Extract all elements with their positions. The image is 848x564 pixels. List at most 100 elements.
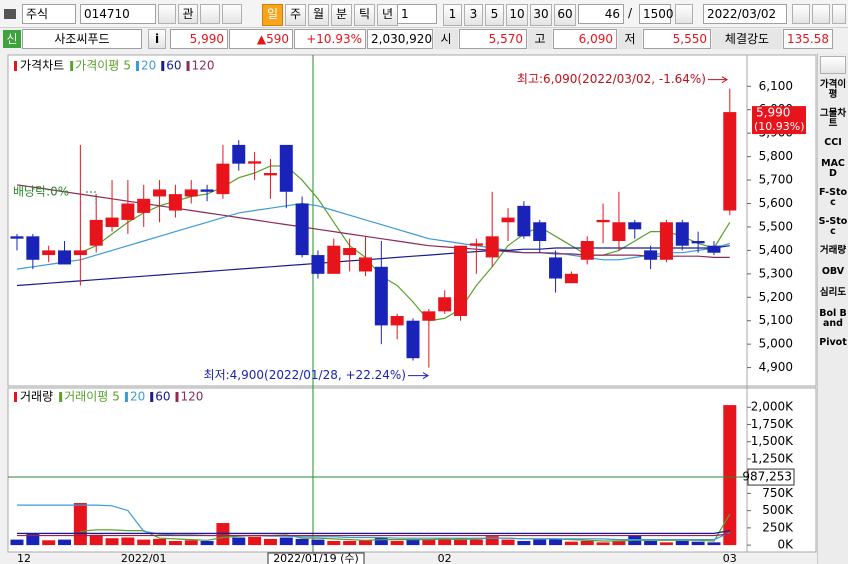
y-tick-label: 1,500K bbox=[751, 434, 794, 448]
moving-average-line bbox=[17, 530, 730, 534]
y-tick-label: 1,750K bbox=[751, 417, 794, 431]
candle-body bbox=[580, 241, 594, 260]
period-button[interactable]: 일 bbox=[262, 4, 283, 26]
candle-body bbox=[612, 222, 626, 242]
volume-bar bbox=[564, 541, 578, 546]
volume-bar bbox=[517, 540, 531, 546]
market-select[interactable]: 주식 bbox=[22, 4, 76, 24]
indicator-button[interactable]: 거래량 bbox=[819, 245, 847, 256]
candle-body bbox=[406, 320, 420, 359]
y-tick-label: 5,200 bbox=[759, 290, 793, 304]
watch-button[interactable]: 관 bbox=[178, 4, 198, 24]
candle-body bbox=[184, 189, 198, 197]
y-tick-label: 5,600 bbox=[759, 196, 793, 210]
legend-title: 가격차트 bbox=[20, 59, 64, 73]
legend-marker bbox=[161, 61, 165, 71]
indicator-button[interactable]: 그물차트 bbox=[819, 108, 847, 129]
indicator-button[interactable]: CCI bbox=[824, 137, 842, 148]
indicator-button[interactable]: F-Stoc bbox=[818, 187, 848, 208]
legend-item: 60 bbox=[166, 59, 181, 73]
volume: 2,030,920 bbox=[367, 29, 433, 49]
icon-button[interactable] bbox=[200, 4, 220, 24]
candle-body bbox=[153, 189, 167, 197]
crosshair-value-box bbox=[747, 468, 795, 486]
indicator-button[interactable]: 가격이평 bbox=[819, 79, 847, 100]
dividend-pointer bbox=[86, 191, 97, 205]
period-button[interactable]: 분 bbox=[331, 4, 352, 26]
candle-body bbox=[723, 112, 737, 211]
dividend-annotation: 배당락:0% bbox=[13, 185, 69, 199]
search-button[interactable] bbox=[158, 4, 176, 24]
menu-icon[interactable] bbox=[4, 9, 16, 19]
candle-body bbox=[26, 236, 40, 260]
volume-bar bbox=[137, 539, 151, 546]
indicator-button[interactable]: S-Stoc bbox=[818, 216, 848, 237]
volume-bar bbox=[612, 540, 626, 546]
volume-bar bbox=[73, 503, 87, 546]
low-label: 저 bbox=[618, 29, 642, 49]
volume-bar bbox=[168, 540, 182, 546]
tool-icon[interactable] bbox=[832, 4, 846, 24]
quick-unit-button[interactable]: 5 bbox=[485, 4, 504, 26]
quick-unit-button[interactable]: 60 bbox=[554, 4, 576, 26]
candle-body bbox=[358, 257, 372, 272]
tool-icon[interactable] bbox=[792, 4, 810, 24]
code-input[interactable]: 014710 bbox=[80, 4, 156, 24]
volume-bar bbox=[26, 533, 40, 546]
volume-bar bbox=[58, 539, 72, 546]
legend-ma-title: 거래이평 bbox=[64, 390, 108, 404]
candle-body bbox=[659, 222, 673, 260]
date-select[interactable]: 2022/03/02 bbox=[703, 4, 787, 24]
period-button[interactable]: 년 bbox=[377, 4, 398, 26]
legend-item: 120 bbox=[192, 59, 215, 73]
tool-icon[interactable] bbox=[812, 4, 830, 24]
volume-bar bbox=[105, 538, 119, 546]
settings-icon[interactable] bbox=[675, 4, 693, 24]
volume-bar bbox=[580, 540, 594, 546]
indicator-button[interactable]: Bol Band bbox=[819, 308, 847, 329]
credit-badge: 신 bbox=[3, 30, 21, 48]
moving-average-line bbox=[80, 165, 731, 322]
volume-panel bbox=[7, 387, 817, 553]
period-button[interactable]: 월 bbox=[308, 4, 329, 26]
quick-unit-button[interactable]: 30 bbox=[530, 4, 552, 26]
candle-body bbox=[485, 236, 499, 258]
quick-unit-button[interactable]: 1 bbox=[443, 4, 462, 26]
unit-select[interactable]: 1 bbox=[397, 4, 437, 24]
legend-item: 5 bbox=[112, 390, 120, 404]
candle-body bbox=[691, 241, 705, 244]
quick-unit-button[interactable]: 10 bbox=[506, 4, 528, 26]
candle-body bbox=[707, 245, 721, 253]
info-button[interactable]: i bbox=[148, 29, 166, 49]
y-tick-label: 4,900 bbox=[759, 360, 793, 374]
candle-body bbox=[105, 217, 119, 227]
moving-average-line bbox=[17, 533, 730, 537]
crosshair-date-box bbox=[267, 552, 365, 564]
volume-bar bbox=[327, 540, 341, 546]
sidebar-toggle[interactable] bbox=[820, 56, 846, 74]
indicator-button[interactable]: 심리도 bbox=[819, 287, 847, 298]
candle-body bbox=[533, 222, 547, 242]
candle-body bbox=[374, 266, 388, 326]
indicator-button[interactable]: MACD bbox=[821, 158, 845, 179]
indicator-button[interactable]: OBV bbox=[821, 266, 845, 277]
period-button[interactable]: 틱 bbox=[354, 4, 375, 26]
spin-button[interactable] bbox=[222, 4, 242, 24]
volume-bar bbox=[596, 542, 610, 546]
candle-body bbox=[137, 198, 151, 213]
indicator-button[interactable]: Pivot bbox=[819, 337, 847, 348]
volume-bar bbox=[311, 539, 325, 546]
period-button[interactable]: 주 bbox=[285, 4, 306, 26]
strength: 135.58 bbox=[783, 29, 833, 49]
quick-unit-button[interactable]: 3 bbox=[464, 4, 483, 26]
candle-body bbox=[343, 248, 357, 256]
count-input[interactable]: 46 bbox=[578, 4, 624, 24]
y-tick-label: 5,800 bbox=[759, 149, 793, 163]
volume-bar bbox=[533, 539, 547, 546]
open-label: 시 bbox=[434, 29, 458, 49]
candle-body bbox=[311, 255, 325, 274]
change-rate: +10.93% bbox=[294, 29, 366, 49]
max-count-input[interactable]: 1500 bbox=[639, 4, 674, 24]
candle-body bbox=[517, 205, 531, 237]
